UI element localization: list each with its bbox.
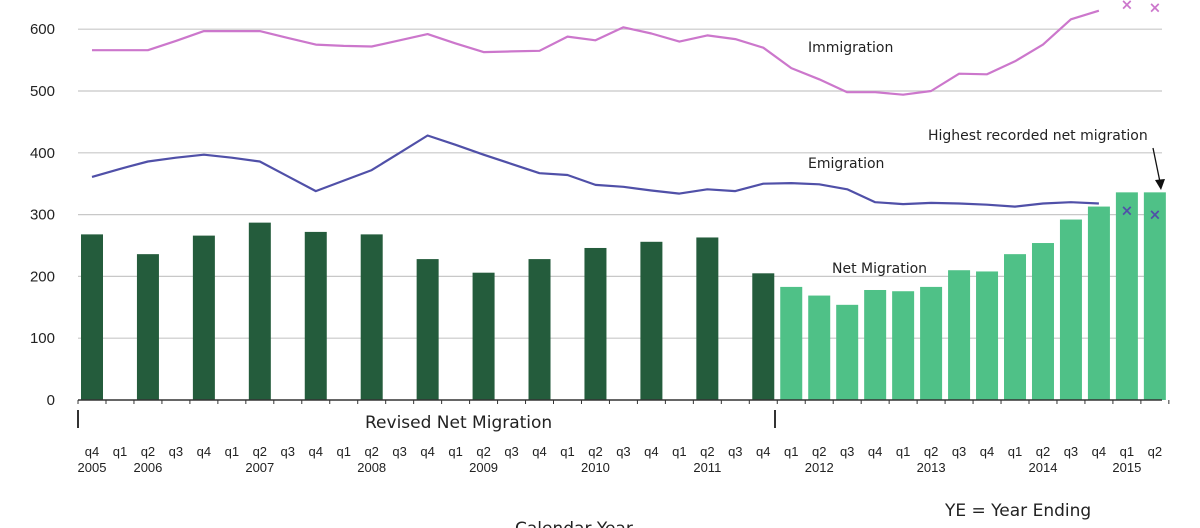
bar-revised-net-migration (136, 254, 159, 400)
quarter-label: q2 (364, 444, 378, 459)
bar-net-migration (864, 289, 887, 400)
emigration-provisional-marker: × (1121, 201, 1134, 219)
bar-net-migration (920, 286, 943, 400)
quarter-label: q4 (532, 444, 546, 459)
annotation-arrow (1152, 147, 1165, 190)
bar-net-migration (836, 304, 859, 400)
year-label: 2013 (917, 460, 946, 475)
quarter-label: q2 (476, 444, 490, 459)
quarter-label: q2 (700, 444, 714, 459)
quarter-label: q1 (448, 444, 462, 459)
quarter-label: q1 (1008, 444, 1022, 459)
y-tick-label: 500 (30, 83, 55, 100)
quarter-label: q1 (896, 444, 910, 459)
quarter-label: q4 (868, 444, 882, 459)
quarter-label: q1 (225, 444, 239, 459)
immigration-provisional-marker: × (1149, 0, 1162, 17)
bar-revised-net-migration (416, 259, 439, 400)
quarter-label: q2 (1148, 444, 1162, 459)
bar-revised-net-migration (584, 247, 607, 400)
quarter-label: q4 (85, 444, 99, 459)
year-label: 2006 (133, 460, 162, 475)
bar-revised-net-migration (360, 234, 383, 400)
bar-revised-net-migration (248, 222, 271, 400)
year-label: 2005 (78, 460, 107, 475)
immigration-provisional-marker: × (1121, 0, 1134, 13)
x-axis-title: Calendar Year (515, 519, 633, 528)
quarter-label: q3 (616, 444, 630, 459)
bar-net-migration (1087, 206, 1110, 400)
y-tick-label: 600 (30, 21, 55, 38)
y-tick-label: 400 (30, 145, 55, 162)
bar-net-migration (948, 270, 971, 400)
quarter-label: q4 (644, 444, 658, 459)
bar-revised-net-migration (752, 273, 775, 400)
bar-revised-net-migration (640, 241, 663, 400)
quarter-label: q4 (756, 444, 770, 459)
quarter-label: q4 (197, 444, 211, 459)
revised-net-migration-label: Revised Net Migration (365, 413, 552, 433)
quarter-label: q3 (169, 444, 183, 459)
year-label: 2007 (245, 460, 274, 475)
quarter-label: q2 (924, 444, 938, 459)
emigration-provisional-marker: × (1149, 206, 1162, 224)
year-label: 2012 (805, 460, 834, 475)
bar-revised-net-migration (528, 259, 551, 400)
y-tick-label: 0 (47, 392, 55, 409)
bar-revised-net-migration (304, 231, 327, 400)
quarter-label: q3 (392, 444, 406, 459)
bar-net-migration (892, 291, 915, 400)
year-label: 2011 (693, 460, 721, 475)
quarter-label: q1 (560, 444, 574, 459)
quarter-label: q3 (952, 444, 966, 459)
y-tick-label: 300 (30, 207, 55, 224)
quarter-label: q2 (141, 444, 155, 459)
highest-net-migration-annotation: Highest recorded net migration (928, 128, 1148, 144)
year-label: 2015 (1112, 460, 1141, 475)
quarter-label: q2 (588, 444, 602, 459)
net-migration-label: Net Migration (832, 261, 927, 277)
quarter-label: q1 (1120, 444, 1134, 459)
quarter-label: q3 (1064, 444, 1078, 459)
year-label: 2014 (1029, 460, 1058, 475)
bar-net-migration (1004, 254, 1027, 400)
y-tick-label: 200 (30, 268, 55, 285)
immigration-line (92, 9, 1100, 96)
bar-revised-net-migration (192, 235, 215, 400)
quarter-label: q3 (728, 444, 742, 459)
quarter-label: q4 (1092, 444, 1106, 459)
quarter-label: q2 (1036, 444, 1050, 459)
quarter-label: q1 (672, 444, 686, 459)
bar-revised-net-migration (472, 272, 495, 400)
quarter-label: q4 (980, 444, 994, 459)
quarter-label: q1 (784, 444, 798, 459)
bar-net-migration (1115, 192, 1138, 400)
bar-net-migration (808, 295, 831, 400)
bar-net-migration (1143, 192, 1166, 400)
bar-revised-net-migration (696, 237, 719, 400)
quarter-label: q4 (420, 444, 434, 459)
quarter-label: q3 (840, 444, 854, 459)
y-tick-label: 100 (30, 330, 55, 347)
emigration-line (91, 134, 1099, 208)
quarter-label: q3 (504, 444, 518, 459)
bar-net-migration (1059, 219, 1082, 400)
quarter-label: q3 (281, 444, 295, 459)
bar-net-migration (1031, 243, 1054, 400)
quarter-label: q2 (812, 444, 826, 459)
quarter-label: q4 (309, 444, 323, 459)
bar-revised-net-migration (81, 234, 103, 400)
bar-net-migration (976, 271, 999, 400)
quarter-label: q2 (253, 444, 267, 459)
year-ending-note: YE = Year Ending (944, 501, 1091, 521)
quarter-label: q1 (336, 444, 350, 459)
year-label: 2009 (469, 460, 498, 475)
year-label: 2010 (581, 460, 610, 475)
bar-net-migration (780, 286, 803, 400)
year-label: 2008 (357, 460, 386, 475)
immigration-label: Immigration (808, 40, 893, 56)
emigration-label: Emigration (808, 156, 884, 172)
quarter-label: q1 (113, 444, 127, 459)
